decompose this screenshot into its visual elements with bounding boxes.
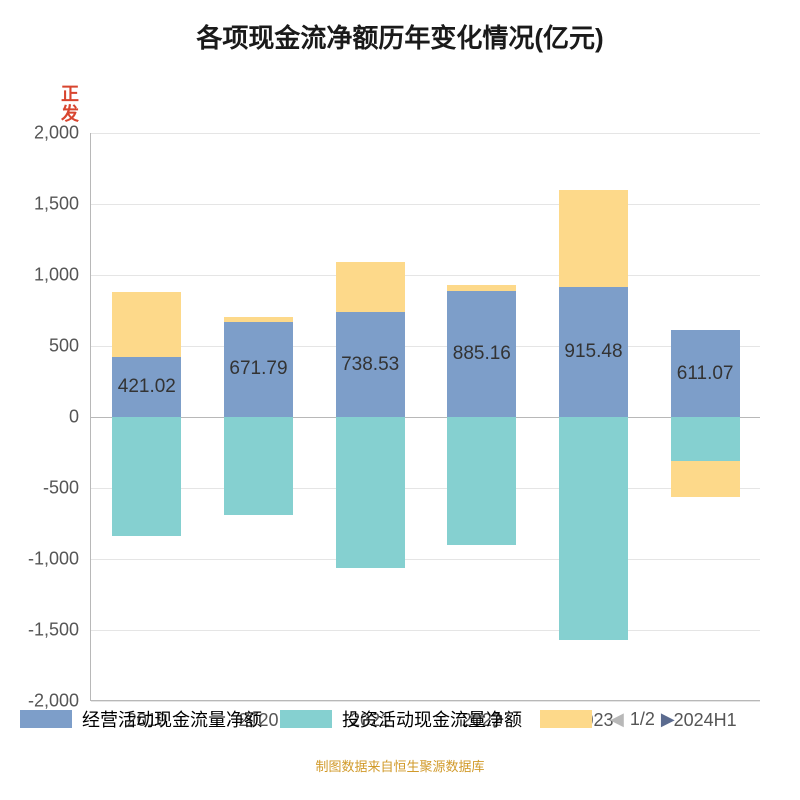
gridline [91, 559, 760, 560]
legend-swatch [280, 710, 332, 728]
y-tick-label: 1,000 [34, 265, 91, 286]
bar-value-label: 671.79 [224, 358, 293, 380]
pager-text: 1/2 [630, 709, 655, 730]
gridline [91, 204, 760, 205]
y-tick-label: -1,000 [28, 549, 91, 570]
gridline [91, 133, 760, 134]
bar-segment-thirdpos [112, 292, 181, 357]
y-tick-label: -500 [43, 478, 91, 499]
bar-segment-investing [336, 417, 405, 568]
y-tick-label: -1,500 [28, 620, 91, 641]
plot: -2,000-1,500-1,000-50005001,0001,5002,00… [90, 133, 760, 701]
bar-group: 738.53 [336, 133, 405, 700]
bar-group: 885.16 [447, 133, 516, 700]
bar-group: 915.48 [559, 133, 628, 700]
pager-next-icon[interactable]: ▶ [661, 709, 675, 730]
bar-segment-investing [559, 417, 628, 640]
legend: 经营活动现金流量净额 投资活动现金流量净额 ◀ 1/2 ▶ [20, 706, 675, 732]
x-tick-label: 2024H1 [674, 700, 737, 731]
bar-segment-investing [112, 417, 181, 536]
bar-value-label: 611.07 [671, 363, 740, 385]
watermark: 正发 [56, 84, 82, 124]
bar-segment-thirdpos [559, 190, 628, 287]
gridline [91, 630, 760, 631]
legend-swatch [20, 710, 72, 728]
legend-label: 投资活动现金流量净额 [342, 706, 522, 732]
legend-item [540, 710, 592, 728]
bar-value-label: 421.02 [112, 376, 181, 398]
gridline [91, 701, 760, 702]
y-tick-label: 1,500 [34, 194, 91, 215]
y-tick-label: 0 [69, 407, 91, 428]
legend-item: 投资活动现金流量净额 [280, 706, 522, 732]
bar-segment-investing [447, 417, 516, 545]
y-tick-label: 500 [49, 336, 91, 357]
gridline [91, 346, 760, 347]
legend-label: 经营活动现金流量净额 [82, 706, 262, 732]
chart-title: 各项现金流净额历年变化情况(亿元) [0, 0, 800, 55]
legend-item: 经营活动现金流量净额 [20, 706, 262, 732]
source-note: 制图数据来自恒生聚源数据库 [0, 756, 800, 775]
bar-segment-thirdneg [671, 461, 740, 497]
bar-value-label: 738.53 [336, 354, 405, 376]
bar-segment-thirdpos [447, 285, 516, 291]
legend-swatch [540, 710, 592, 728]
bar-group: 421.02 [112, 133, 181, 700]
bar-group: 611.07 [671, 133, 740, 700]
y-tick-label: 2,000 [34, 123, 91, 144]
bar-segment-investing [671, 417, 740, 461]
bar-group: 671.79 [224, 133, 293, 700]
legend-pager: ◀ 1/2 ▶ [610, 709, 675, 730]
pager-prev-icon[interactable]: ◀ [610, 709, 624, 730]
bar-segment-investing [224, 417, 293, 515]
bar-value-label: 885.16 [447, 343, 516, 365]
gridline [91, 275, 760, 276]
bar-segment-thirdpos [224, 317, 293, 321]
gridline [91, 417, 760, 418]
bar-segment-thirdpos [336, 262, 405, 312]
bar-value-label: 915.48 [559, 341, 628, 363]
gridline [91, 488, 760, 489]
